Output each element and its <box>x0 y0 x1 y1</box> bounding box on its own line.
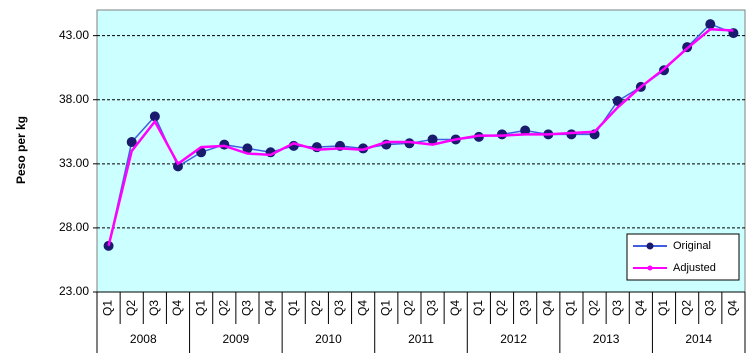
x-tick-label: Q3 <box>425 300 439 316</box>
year-label: 2008 <box>130 332 157 346</box>
year-label: 2012 <box>500 332 527 346</box>
x-tick-label: Q2 <box>494 300 508 316</box>
x-tick-label: Q1 <box>193 300 207 316</box>
x-tick-label: Q2 <box>309 300 323 316</box>
x-tick-label: Q4 <box>448 300 462 316</box>
x-tick-label: Q4 <box>633 300 647 316</box>
x-tick-label: Q4 <box>540 300 554 316</box>
year-label: 2013 <box>593 332 620 346</box>
legend-marker <box>647 265 653 271</box>
series-marker <box>126 137 137 148</box>
legend-box <box>626 233 740 281</box>
legend-label: Original <box>673 240 711 252</box>
x-tick-label: Q1 <box>471 300 485 316</box>
x-tick-label: Q2 <box>402 300 416 316</box>
year-label: 2010 <box>315 332 342 346</box>
x-tick-label: Q1 <box>656 300 670 316</box>
x-tick-label: Q3 <box>147 300 161 316</box>
x-tick-label: Q3 <box>702 300 716 316</box>
series-marker <box>427 134 438 145</box>
y-tick-label: 28.00 <box>59 220 89 234</box>
year-label: 2014 <box>685 332 712 346</box>
x-tick-label: Q2 <box>679 300 693 316</box>
x-tick-label: Q3 <box>240 300 254 316</box>
legend-marker <box>646 242 654 250</box>
series-line <box>107 23 734 247</box>
series-marker <box>520 125 531 136</box>
x-tick-label: Q1 <box>101 300 115 316</box>
series-line <box>107 27 734 247</box>
y-tick-label: 43.00 <box>59 28 89 42</box>
legend-label: Adjusted <box>673 262 716 274</box>
x-tick-label: Q1 <box>286 300 300 316</box>
x-tick-label: Q1 <box>564 300 578 316</box>
x-tick-label: Q3 <box>610 300 624 316</box>
y-tick-label: 38.00 <box>59 92 89 106</box>
x-tick-label: Q4 <box>170 300 184 316</box>
x-tick-label: Q4 <box>726 300 740 316</box>
series-marker <box>242 143 253 154</box>
x-tick-label: Q2 <box>124 300 138 316</box>
x-tick-label: Q4 <box>263 300 277 316</box>
y-axis-label: Peso per kg <box>14 116 28 184</box>
year-label: 2011 <box>408 332 434 346</box>
series-marker <box>173 161 183 172</box>
series-marker <box>149 111 160 122</box>
year-label: 2009 <box>223 332 250 346</box>
y-tick-label: 33.00 <box>59 156 89 170</box>
y-tick-label: 23.00 <box>59 284 89 298</box>
x-tick-label: Q2 <box>216 300 230 316</box>
x-tick-label: Q3 <box>332 300 346 316</box>
series-marker <box>705 19 716 30</box>
x-tick-label: Q2 <box>587 300 601 316</box>
x-tick-label: Q3 <box>517 300 531 316</box>
series-marker <box>612 96 623 107</box>
x-tick-label: Q1 <box>378 300 392 316</box>
x-tick-label: Q4 <box>355 300 369 316</box>
